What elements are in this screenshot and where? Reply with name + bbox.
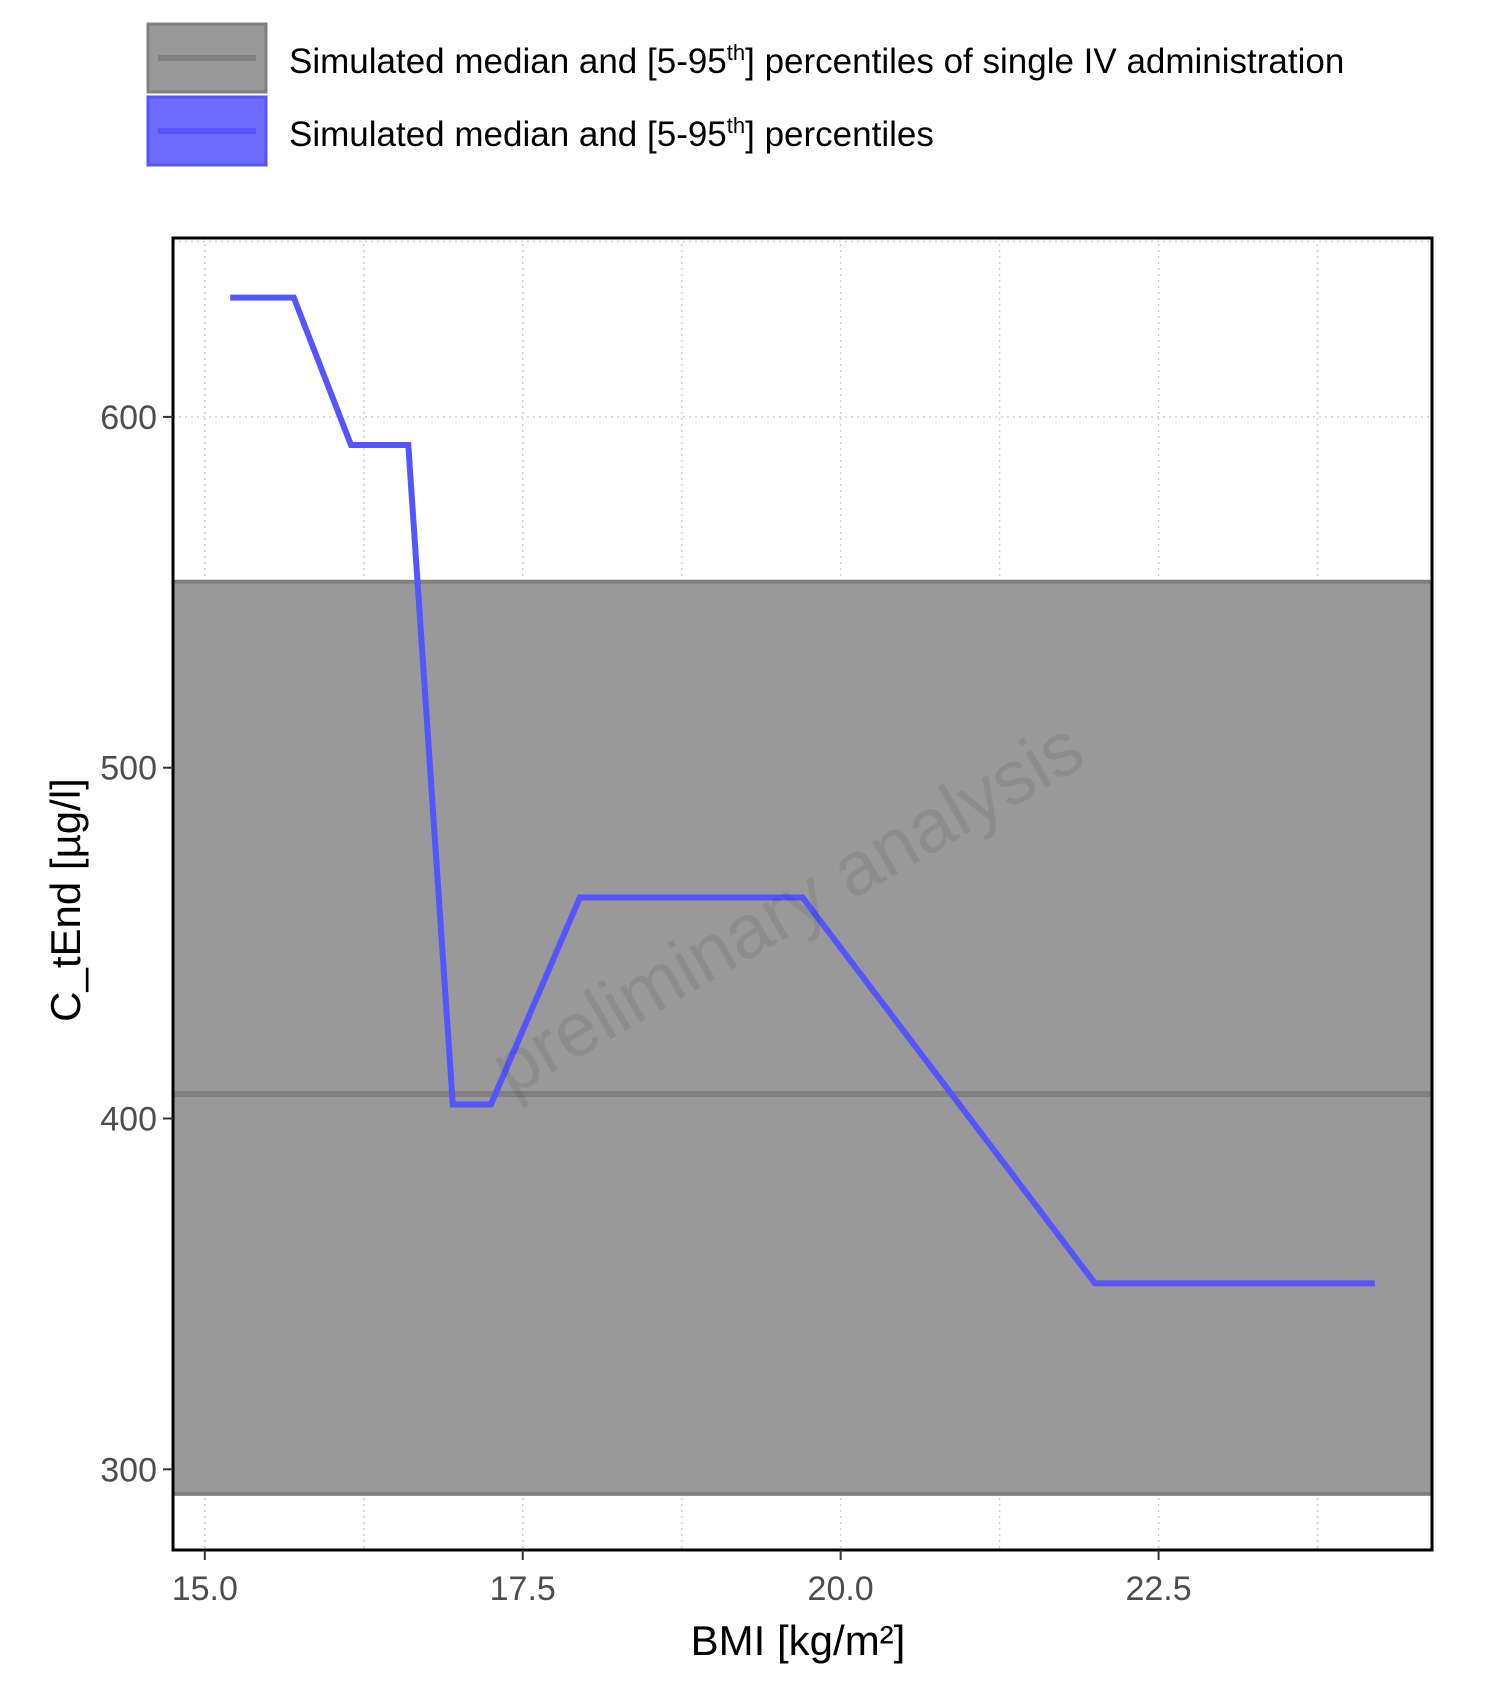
y-tick-label: 300	[100, 1451, 157, 1489]
x-axis-title: BMI [kg/m²]	[691, 1617, 906, 1664]
legend-label-series-pre: Simulated median and [5-95	[289, 115, 727, 154]
y-axis: 300 400 500 600	[100, 399, 173, 1489]
legend-label-reference-sup: th	[727, 40, 745, 65]
y-axis-title: C_tEnd [µg/l]	[42, 778, 89, 1022]
legend-item-series: Simulated median and [5-95th] percentile…	[146, 95, 934, 167]
legend-item-reference: Simulated median and [5-95th] percentile…	[146, 22, 1344, 94]
reference-band-area	[173, 581, 1432, 1494]
x-tick-label: 20.0	[808, 1570, 874, 1608]
legend-label-reference: Simulated median and [5-95th] percentile…	[289, 40, 1344, 81]
legend-label-series-sup: th	[727, 113, 745, 138]
legend: Simulated median and [5-95th] percentile…	[146, 22, 1344, 167]
legend-label-series: Simulated median and [5-95th] percentile…	[289, 113, 934, 154]
x-axis: 15.0 17.5 20.0 22.5	[172, 1550, 1192, 1608]
y-tick-label: 400	[100, 1101, 157, 1139]
plot-border	[171, 236, 1434, 1552]
x-tick-label: 22.5	[1125, 1570, 1191, 1608]
y-tick-label: 500	[100, 750, 157, 788]
legend-label-series-post: ] percentiles	[745, 115, 934, 154]
legend-label-reference-pre: Simulated median and [5-95	[289, 42, 727, 81]
x-tick-label: 15.0	[172, 1570, 238, 1608]
y-tick-label: 600	[100, 399, 157, 437]
series-line	[230, 294, 1375, 1287]
series	[230, 294, 1375, 1287]
legend-label-reference-post: ] percentiles of single IV administratio…	[745, 42, 1344, 81]
x-tick-label: 17.5	[490, 1570, 556, 1608]
reference-band	[173, 579, 1432, 1496]
